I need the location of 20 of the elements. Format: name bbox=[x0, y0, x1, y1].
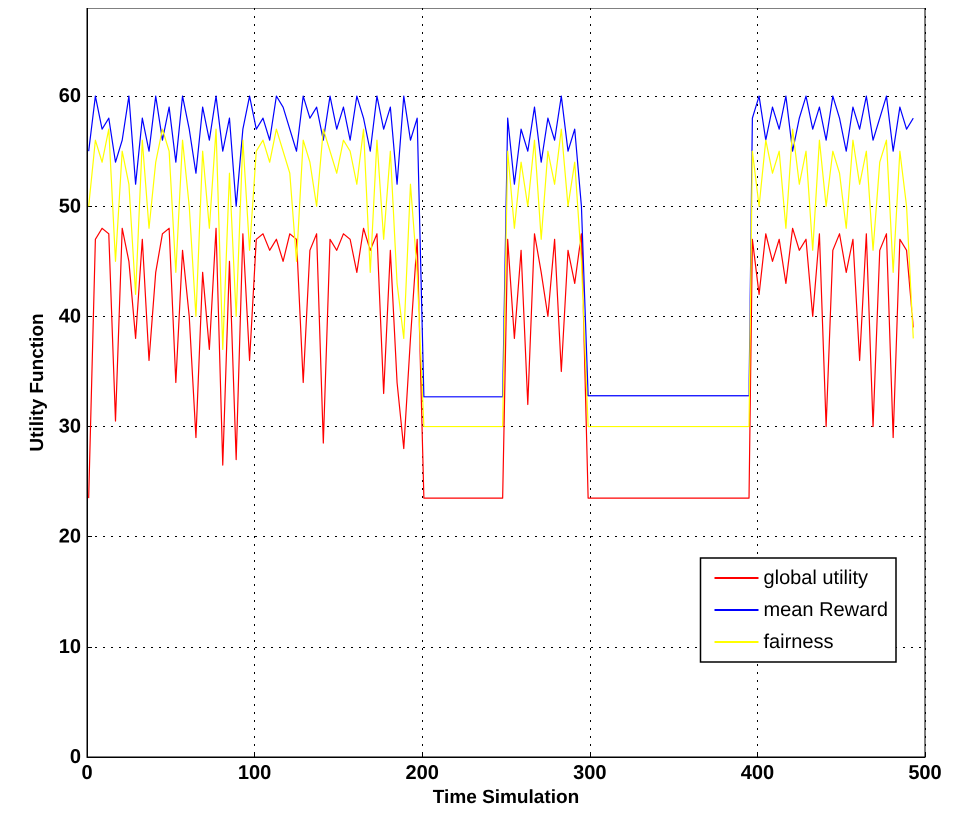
y-tick-label: 20 bbox=[58, 526, 81, 548]
line-series bbox=[88, 228, 914, 499]
y-tick-label: 50 bbox=[58, 195, 81, 218]
x-axis-title: Time Simulation bbox=[432, 786, 580, 808]
x-tick-label: 500 bbox=[908, 762, 942, 784]
line-series bbox=[88, 128, 914, 428]
x-tick-label: 400 bbox=[740, 762, 774, 784]
line-series bbox=[88, 96, 914, 398]
legend-label: fairness bbox=[764, 631, 834, 653]
y-tick-label: 60 bbox=[58, 85, 81, 108]
x-tick-label: 200 bbox=[406, 762, 439, 784]
x-tick-label: 300 bbox=[573, 762, 606, 784]
y-tick-label: 30 bbox=[58, 416, 81, 438]
x-tick-label: 100 bbox=[238, 762, 272, 784]
y-tick-label: 40 bbox=[58, 305, 81, 328]
y-axis-title: Utility Function bbox=[27, 313, 48, 452]
legend-label: global utility bbox=[764, 567, 868, 589]
y-tick-label: 10 bbox=[58, 636, 81, 658]
legend-label: mean Reward bbox=[764, 599, 888, 621]
y-tick-label: 0 bbox=[70, 746, 81, 768]
